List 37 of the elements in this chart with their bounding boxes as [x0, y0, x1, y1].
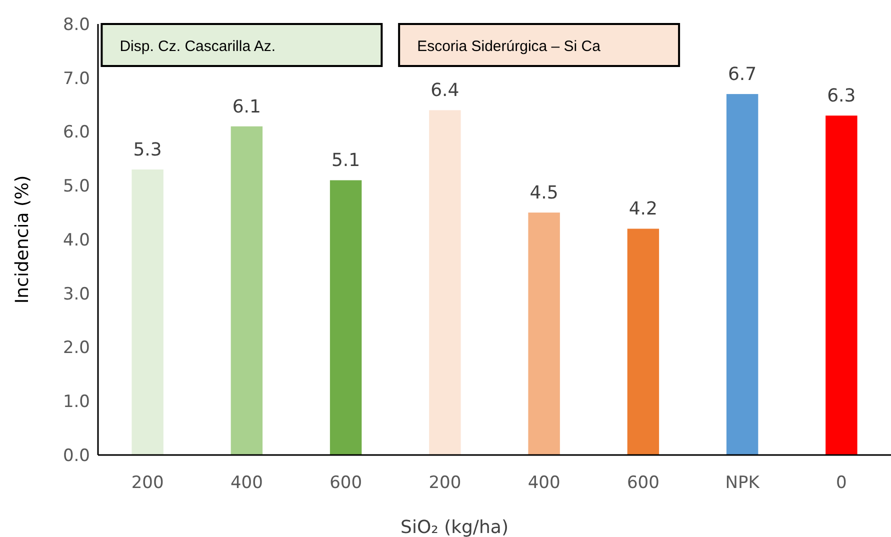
x-tick-label: 400	[230, 473, 263, 493]
y-tick-label: 2.0	[62, 338, 90, 358]
y-tick-label: 3.0	[62, 284, 90, 304]
y-tick-label: 4.0	[62, 230, 90, 250]
y-axis-title: Incidencia (%)	[12, 175, 33, 304]
bar	[230, 126, 263, 455]
data-label: 5.1	[331, 150, 360, 172]
data-label: 6.7	[728, 64, 757, 86]
bar	[330, 180, 362, 455]
bar	[429, 110, 461, 455]
x-tick-label: 400	[528, 473, 560, 493]
data-label: 6.3	[827, 86, 856, 107]
bar	[528, 212, 560, 455]
y-tick-label: 5.0	[62, 176, 90, 197]
bar	[132, 169, 164, 455]
bar	[826, 116, 858, 455]
x-tick-label: 600	[330, 473, 362, 493]
y-tick-label: 1.0	[62, 392, 90, 412]
annotation: Escoria Siderúrgica – Si Ca	[417, 38, 602, 55]
x-tick-label: 0	[836, 473, 847, 493]
y-tick-label: 6.0	[62, 122, 90, 143]
annotation: Disp. Cz. Cascarilla Az.	[120, 38, 276, 55]
x-tick-label: NPK	[725, 473, 760, 493]
data-label: 5.3	[133, 139, 162, 160]
data-label: 6.4	[430, 80, 460, 102]
x-tick-label: 200	[428, 473, 462, 493]
x-tick-label: 600	[626, 473, 660, 493]
x-axis-title: SiO₂ (kg/ha)	[400, 517, 508, 537]
data-label: 4.2	[628, 198, 658, 220]
data-label: 6.1	[232, 96, 262, 118]
bar	[627, 228, 660, 455]
data-label: 4.5	[530, 182, 558, 204]
bar	[726, 94, 758, 455]
x-tick-label: 200	[131, 473, 164, 493]
y-tick-label: 7.0	[62, 68, 90, 89]
y-tick-label: 8.0	[62, 14, 90, 35]
y-tick-label: 0.0	[62, 446, 90, 466]
